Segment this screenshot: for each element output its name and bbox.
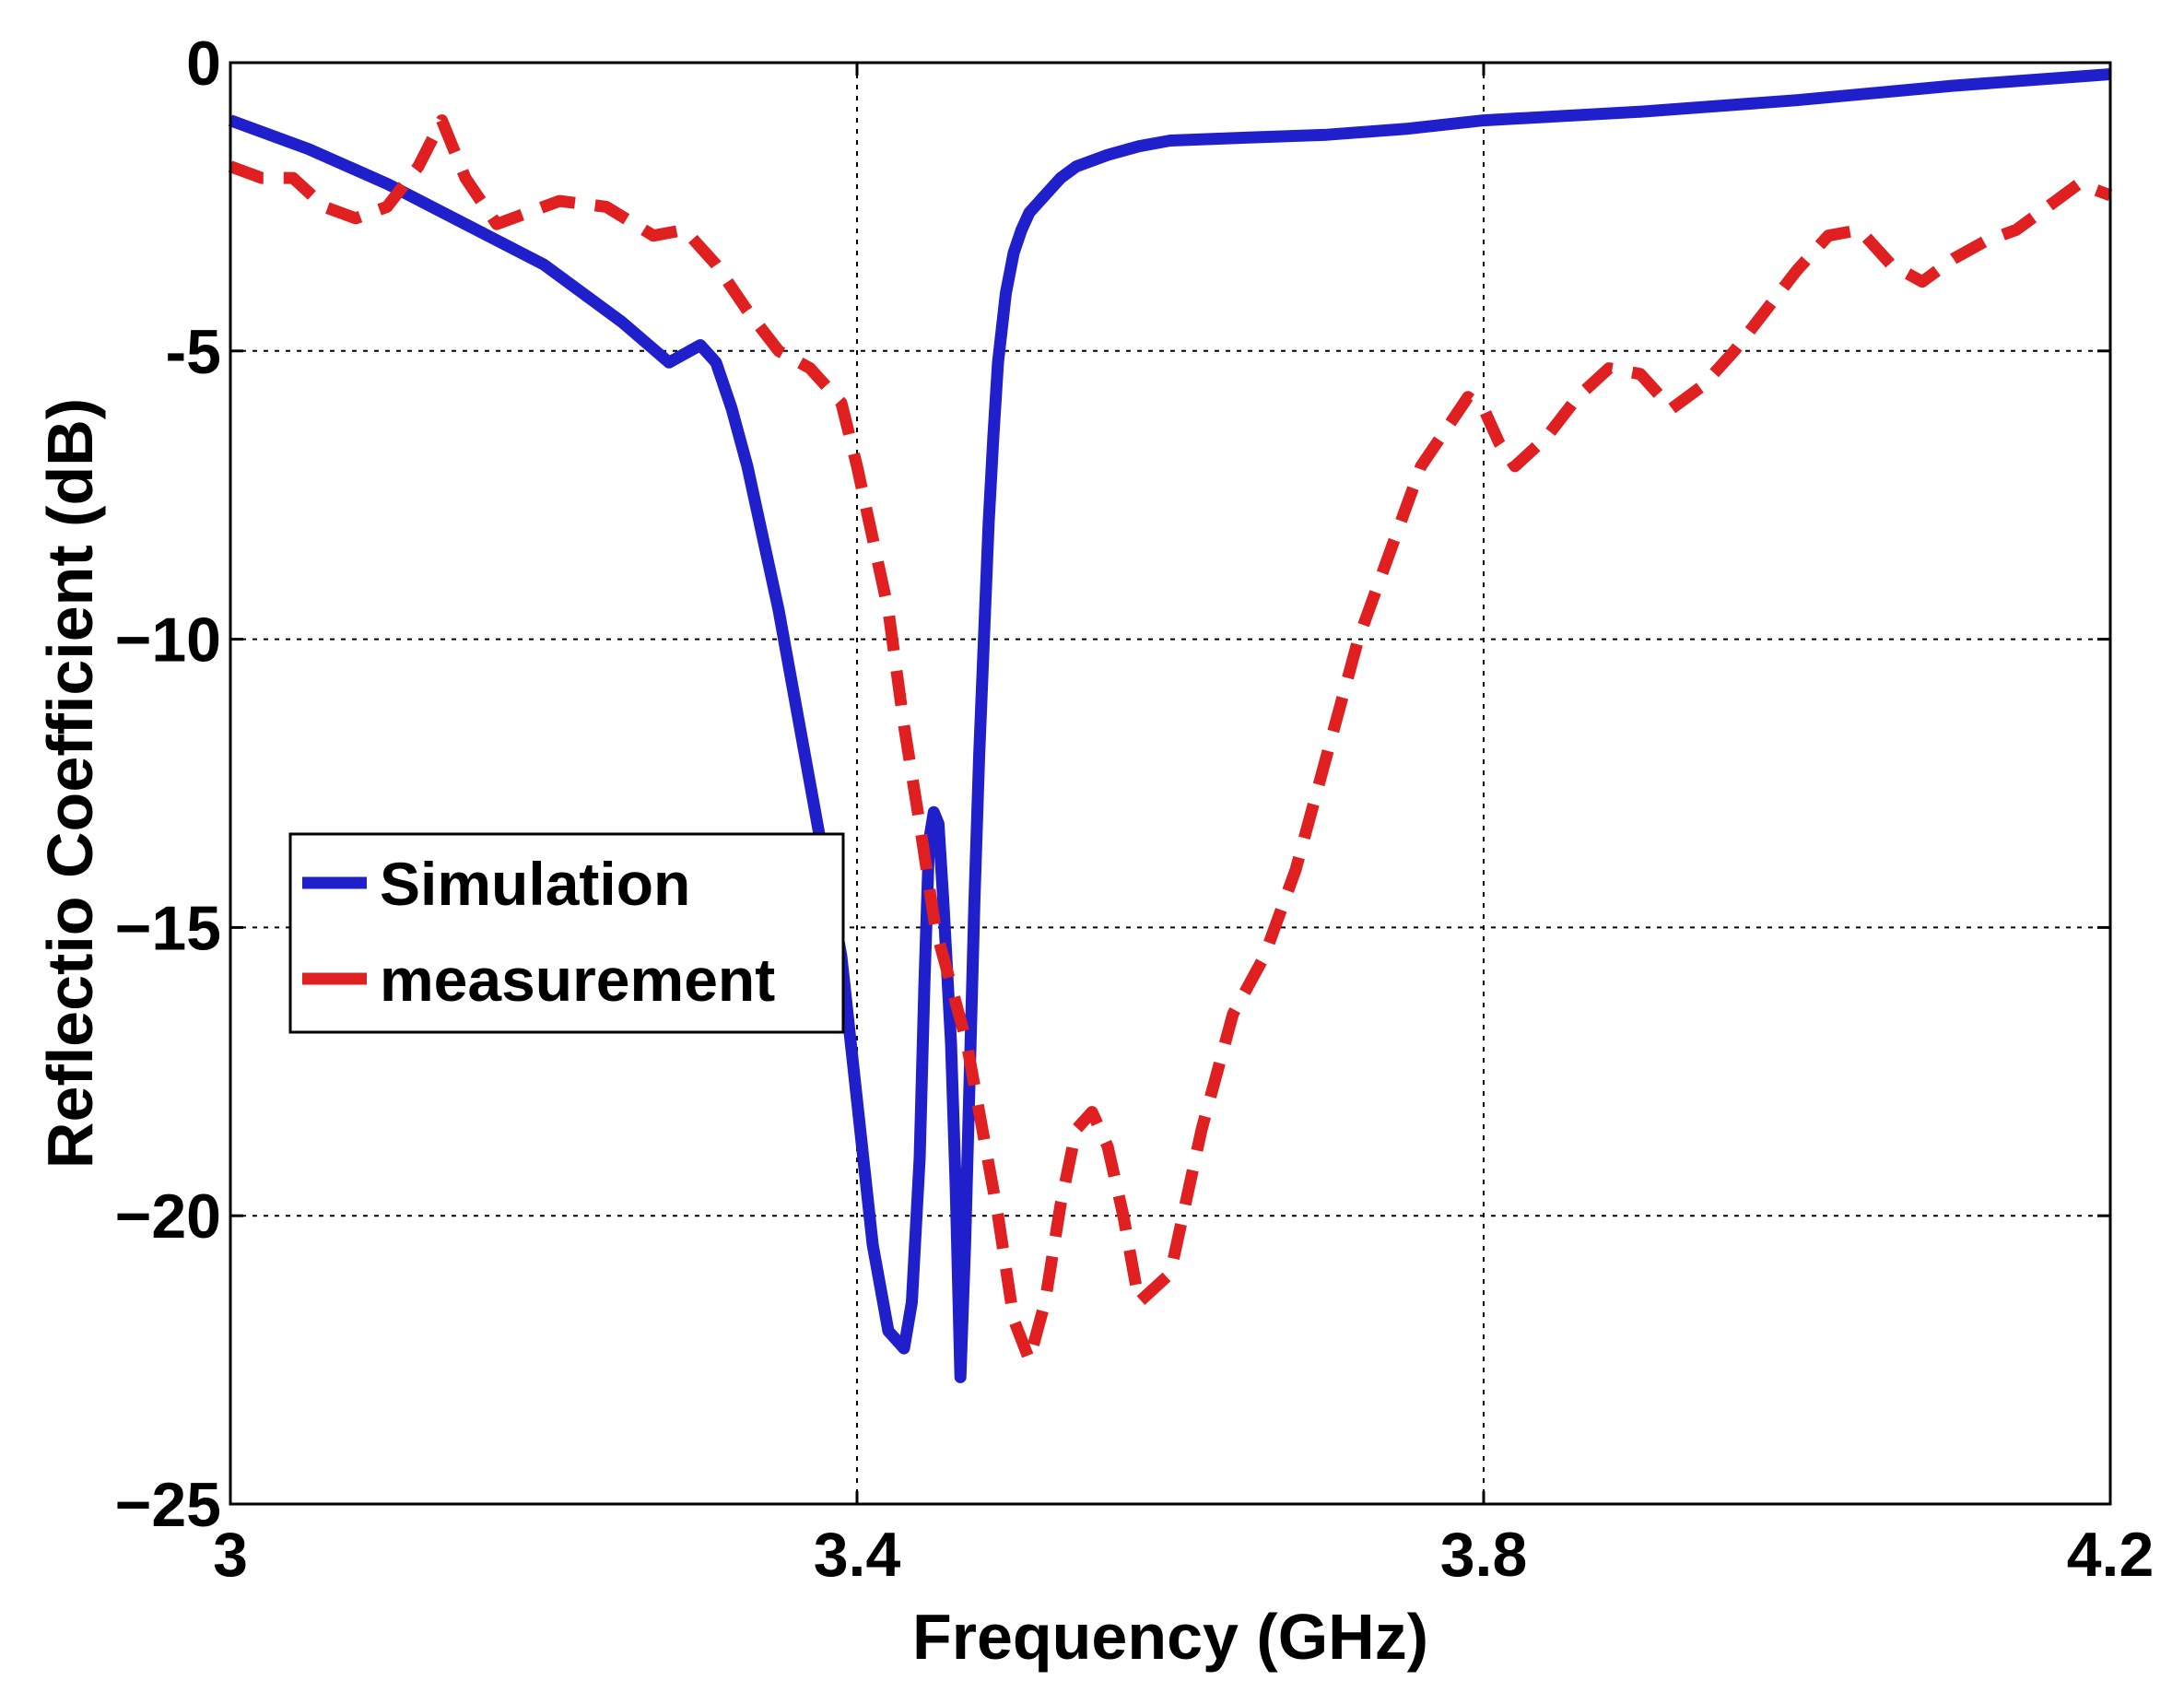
tick-layer: 3 3.4 3.8 4.2 0 -5 −10 −15 −20 −25 <box>115 29 2155 1590</box>
y-axis-title: Reflectio Coefficient (dB) <box>34 398 106 1169</box>
y-tick-label: −10 <box>115 605 221 676</box>
x-tick-label: 3 <box>213 1520 248 1590</box>
legend-box <box>288 832 845 1034</box>
series-layer <box>228 68 2113 1383</box>
series-line-simulation <box>228 68 2111 1383</box>
series-line-measurement <box>228 114 2113 1367</box>
x-tick-label: 4.2 <box>2067 1520 2155 1590</box>
legend: Simulation measurement <box>288 832 845 1034</box>
plot-frame <box>229 61 2112 1506</box>
y-tick-label: -5 <box>166 317 221 387</box>
x-tick-label: 3.8 <box>1440 1520 1528 1590</box>
y-tick-label: −20 <box>115 1181 221 1252</box>
x-axis-title: Frequency (GHz) <box>912 1601 1428 1673</box>
y-tick-label: 0 <box>186 29 221 99</box>
x-tick-label: 3.4 <box>814 1520 901 1590</box>
legend-simulation-label: Simulation <box>380 850 690 918</box>
legend-measurement-label: measurement <box>380 946 775 1014</box>
y-tick-label: −25 <box>115 1470 221 1540</box>
y-tick-label: −15 <box>115 893 221 963</box>
